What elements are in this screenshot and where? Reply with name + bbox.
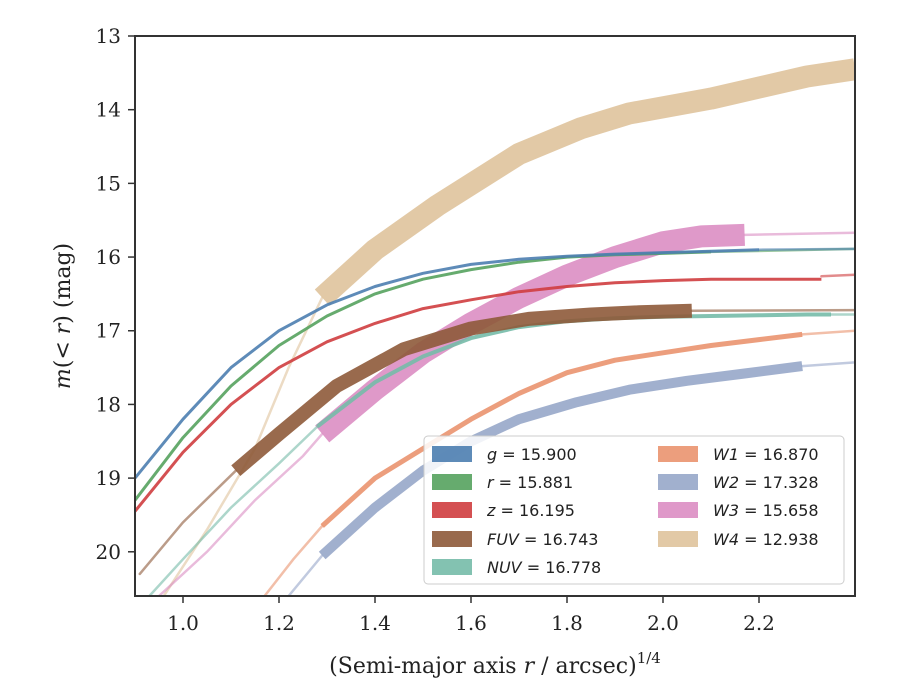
series-nuv-extrapolation — [148, 425, 319, 596]
plot-frame — [134, 35, 856, 597]
x-axis-label: (Semi-major axis r / arcsec)1/4 — [329, 649, 661, 679]
legend-swatch-w1 — [658, 446, 698, 462]
y-tick-label: 15 — [96, 171, 121, 195]
y-tick-label: 14 — [96, 98, 121, 122]
series-fuv-extrapolation-outer — [690, 308, 855, 313]
legend-label-z: z = 16.195 — [486, 501, 575, 520]
series-w1-line — [320, 331, 803, 528]
y-tick-label: 18 — [96, 392, 121, 416]
legend-label-nuv: NUV = 16.778 — [487, 558, 601, 577]
legend-swatch-z — [432, 502, 472, 518]
series-z-line — [135, 277, 822, 513]
x-tick-label: 1.2 — [263, 611, 295, 635]
series-g-extrapolation — [757, 247, 855, 251]
x-tick-label: 1.6 — [455, 611, 487, 635]
y-tick-label: 13 — [96, 24, 121, 48]
x-tick-label: 2.0 — [647, 611, 679, 635]
legend-swatch-r — [432, 474, 472, 490]
legend: g = 15.900 r = 15.881 z = 16.195 FUV = 16.7… — [423, 435, 845, 585]
x-tick-label: 1.8 — [551, 611, 583, 635]
series-w3-extrapolation-outer — [743, 231, 855, 237]
y-axis-label: m(< r) (mag) — [51, 243, 76, 389]
legend-label-w1: W1 = 16.870 — [713, 445, 819, 464]
series-z-extrapolation — [820, 273, 855, 278]
series-layer — [135, 58, 855, 596]
series-w4-line — [314, 58, 855, 306]
legend-box — [423, 435, 845, 585]
x-tick-label: 2.2 — [743, 611, 775, 635]
x-axis: 1.0 1.2 1.4 1.6 1.8 2.0 2.2 — [167, 596, 775, 635]
legend-label-w3: W3 = 15.658 — [713, 501, 819, 520]
legend-swatch-w4 — [658, 531, 698, 547]
legend-swatch-w2 — [658, 474, 698, 490]
legend-label-fuv: FUV = 16.743 — [487, 530, 598, 549]
legend-swatch-nuv — [432, 559, 472, 575]
series-fuv-line — [231, 303, 692, 477]
x-tick-label: 1.4 — [359, 611, 391, 635]
y-tick-label: 16 — [96, 245, 121, 269]
legend-label-w4: W4 = 12.938 — [713, 530, 819, 549]
series-w2-line — [318, 361, 803, 560]
series-w1-extrapolation-outer — [800, 329, 855, 336]
legend-label-w2: W2 = 17.328 — [713, 473, 819, 492]
y-tick-label: 20 — [96, 540, 121, 564]
series-g-line — [135, 248, 760, 480]
series-fuv-extrapolation — [138, 469, 238, 576]
x-tick-label: 1.0 — [167, 611, 199, 635]
legend-swatch-fuv — [432, 531, 472, 547]
y-tick-label: 19 — [96, 466, 121, 490]
legend-label-r: r = 15.881 — [487, 473, 573, 492]
series-w1-extrapolation — [263, 524, 324, 596]
legend-swatch-w3 — [658, 502, 698, 518]
series-w3-extrapolation — [157, 432, 324, 596]
y-axis: 13 14 15 16 17 18 19 20 — [96, 24, 135, 564]
y-tick-label: 17 — [96, 319, 121, 343]
legend-label-g: g = 15.900 — [487, 445, 577, 464]
series-w2-extrapolation — [287, 554, 324, 596]
legend-swatch-g — [432, 446, 472, 462]
series-w2-extrapolation-outer — [800, 361, 855, 368]
